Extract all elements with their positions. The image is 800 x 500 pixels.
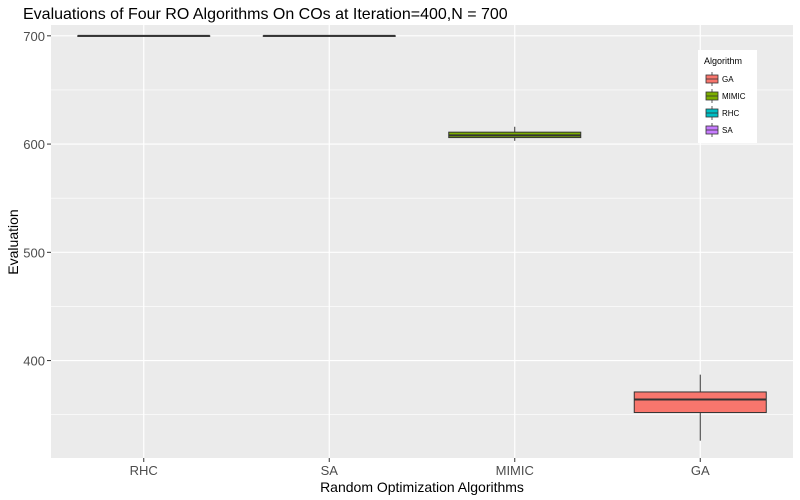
box-series xyxy=(77,34,767,441)
x-axis: RHC SA MIMIC GA xyxy=(130,458,710,478)
y-tick-label: 500 xyxy=(23,245,45,260)
y-tick-label: 700 xyxy=(23,29,45,44)
y-axis-label: Evaluation xyxy=(5,209,21,274)
legend: Algorithm GA MIMIC RHC SA xyxy=(698,50,757,143)
box-mimic xyxy=(448,126,582,141)
x-tick-label: MIMIC xyxy=(496,463,534,478)
y-tick-label: 400 xyxy=(23,354,45,369)
chart-title: Evaluations of Four RO Algorithms On COs… xyxy=(23,6,508,23)
box-body xyxy=(633,391,767,414)
box-sa xyxy=(262,34,396,37)
x-tick-label: RHC xyxy=(130,463,158,478)
legend-label: GA xyxy=(722,75,734,84)
legend-item-ga: GA xyxy=(705,72,734,86)
legend-title: Algorithm xyxy=(704,56,742,66)
legend-label: MIMIC xyxy=(722,92,746,101)
box-ga xyxy=(633,374,767,441)
legend-label: SA xyxy=(722,126,733,135)
x-tick-label: SA xyxy=(321,463,339,478)
y-axis: 400 500 600 700 xyxy=(23,29,51,369)
box-rhc xyxy=(77,34,211,37)
y-tick-label: 600 xyxy=(23,137,45,152)
x-tick-label: GA xyxy=(691,463,710,478)
legend-item-mimic: MIMIC xyxy=(705,89,746,103)
x-axis-label: Random Optimization Algorithms xyxy=(320,479,524,495)
legend-label: RHC xyxy=(722,109,740,118)
legend-item-sa: SA xyxy=(705,123,733,137)
legend-item-rhc: RHC xyxy=(705,106,740,120)
plot-panel xyxy=(51,25,793,458)
